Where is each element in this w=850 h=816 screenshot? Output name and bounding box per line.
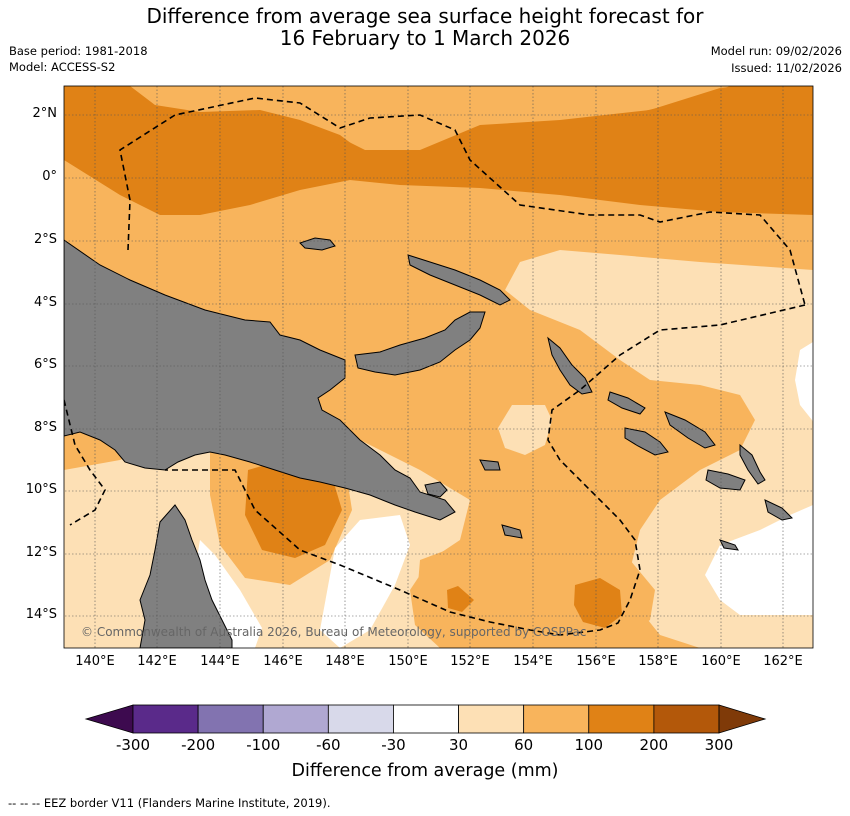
lat-tick-label: 14°S — [25, 607, 57, 622]
lat-tick-label: 4°S — [33, 295, 57, 310]
guadalcanal — [624, 427, 669, 456]
new-guinea — [64, 239, 456, 521]
eez-borders — [64, 97, 806, 636]
colorbar-swatch — [588, 704, 655, 734]
lon-tick-label: 144°E — [200, 654, 240, 669]
malaita — [664, 411, 716, 449]
lon-tick-label: 156°E — [576, 654, 616, 669]
lat-tick-label: 0° — [42, 169, 57, 184]
lon-tick-label: 142°E — [137, 654, 177, 669]
neutral-south-patch — [320, 515, 410, 648]
map-area — [64, 86, 813, 648]
title-line-1: Difference from average sea surface heig… — [146, 4, 704, 28]
colorbar-extend-low — [84, 704, 134, 734]
colorbar-swatch — [653, 704, 720, 734]
colorbar-tick-label: 30 — [449, 736, 469, 754]
colorbar-tick-label: -100 — [246, 736, 281, 754]
base-period: Base period: 1981-2018 — [9, 44, 148, 58]
colorbar-tick-label: 60 — [514, 736, 534, 754]
manus-island — [299, 237, 336, 251]
colorbar-extend-high — [718, 704, 767, 734]
rennell-island — [719, 539, 739, 551]
model-run: Model run: 09/02/2026 — [710, 44, 842, 58]
lat-tick-label: 10°S — [25, 482, 57, 497]
lat-tick-label: 6°S — [33, 357, 57, 372]
eez-legend-note: -- -- -- EEZ border V11 (Flanders Marine… — [8, 796, 331, 810]
louisiade-archipelago — [501, 524, 523, 539]
lon-tick-label: 162°E — [763, 654, 803, 669]
graticule — [65, 86, 813, 648]
neutral-east-patch — [795, 342, 813, 422]
colorbar-swatch — [523, 704, 590, 734]
santa-cruz-islands — [764, 499, 794, 521]
anomaly-100-200-spot-west — [447, 586, 474, 612]
lat-tick-label: 2°N — [32, 106, 58, 121]
copyright-notice: © Commonwealth of Australia 2026, Bureau… — [81, 625, 587, 639]
lat-tick-label: 2°S — [33, 232, 57, 247]
colorbar-swatch — [458, 704, 525, 734]
title-line-2: 16 February to 1 March 2026 — [279, 26, 571, 50]
lon-tick-label: 146°E — [263, 654, 303, 669]
makira — [705, 469, 746, 491]
anomaly-30-60-central — [498, 405, 552, 455]
lat-tick-label: 12°S — [25, 545, 57, 560]
colorbar-swatch — [262, 704, 329, 734]
lon-tick-label: 154°E — [513, 654, 553, 669]
colorbar-tick-label: -60 — [316, 736, 341, 754]
santa-isabel-east — [739, 443, 766, 485]
lon-tick-label: 160°E — [701, 654, 741, 669]
colorbar-tick-label: -200 — [181, 736, 216, 754]
anomaly-100-200-spot-east — [574, 578, 622, 628]
neutral-southeast-patch — [705, 505, 813, 615]
issued-date: Issued: 11/02/2026 — [731, 61, 842, 75]
colorbar-title: Difference from average (mm) — [291, 761, 559, 781]
colorbar-tick-label: 300 — [704, 736, 734, 754]
colorbar-tick-label: -30 — [381, 736, 406, 754]
colorbar-tick-label: 100 — [574, 736, 604, 754]
anomaly-100-200-hotspot — [245, 458, 342, 558]
dentrecasteaux-islands — [424, 481, 448, 498]
colorbar-swatch — [393, 704, 459, 734]
lon-tick-label: 140°E — [75, 654, 115, 669]
colorbar-tick-label: -300 — [115, 736, 151, 754]
map-frame — [63, 85, 814, 649]
model-name: Model: ACCESS-S2 — [9, 60, 116, 74]
lat-tick-label: 8°S — [33, 420, 57, 435]
colorbar-swatch — [197, 704, 264, 734]
eez-png-boundary — [165, 304, 806, 636]
lon-tick-label: 148°E — [325, 654, 365, 669]
colorbar-tick-label: 200 — [639, 736, 669, 754]
colorbar-swatch — [327, 704, 394, 734]
lon-tick-label: 152°E — [450, 654, 490, 669]
anomaly-100-200-north-strip — [64, 86, 813, 155]
cape-york — [139, 504, 233, 648]
colorbar-swatch — [132, 704, 199, 734]
eez-north-boundary — [119, 97, 806, 306]
choiseul — [607, 391, 646, 415]
lon-tick-label: 158°E — [638, 654, 678, 669]
new-ireland — [407, 254, 511, 306]
landmasses — [64, 237, 794, 648]
trobriand-islands — [479, 459, 501, 471]
new-britain — [354, 311, 486, 376]
colorbar — [84, 704, 767, 734]
lon-tick-label: 150°E — [388, 654, 428, 669]
